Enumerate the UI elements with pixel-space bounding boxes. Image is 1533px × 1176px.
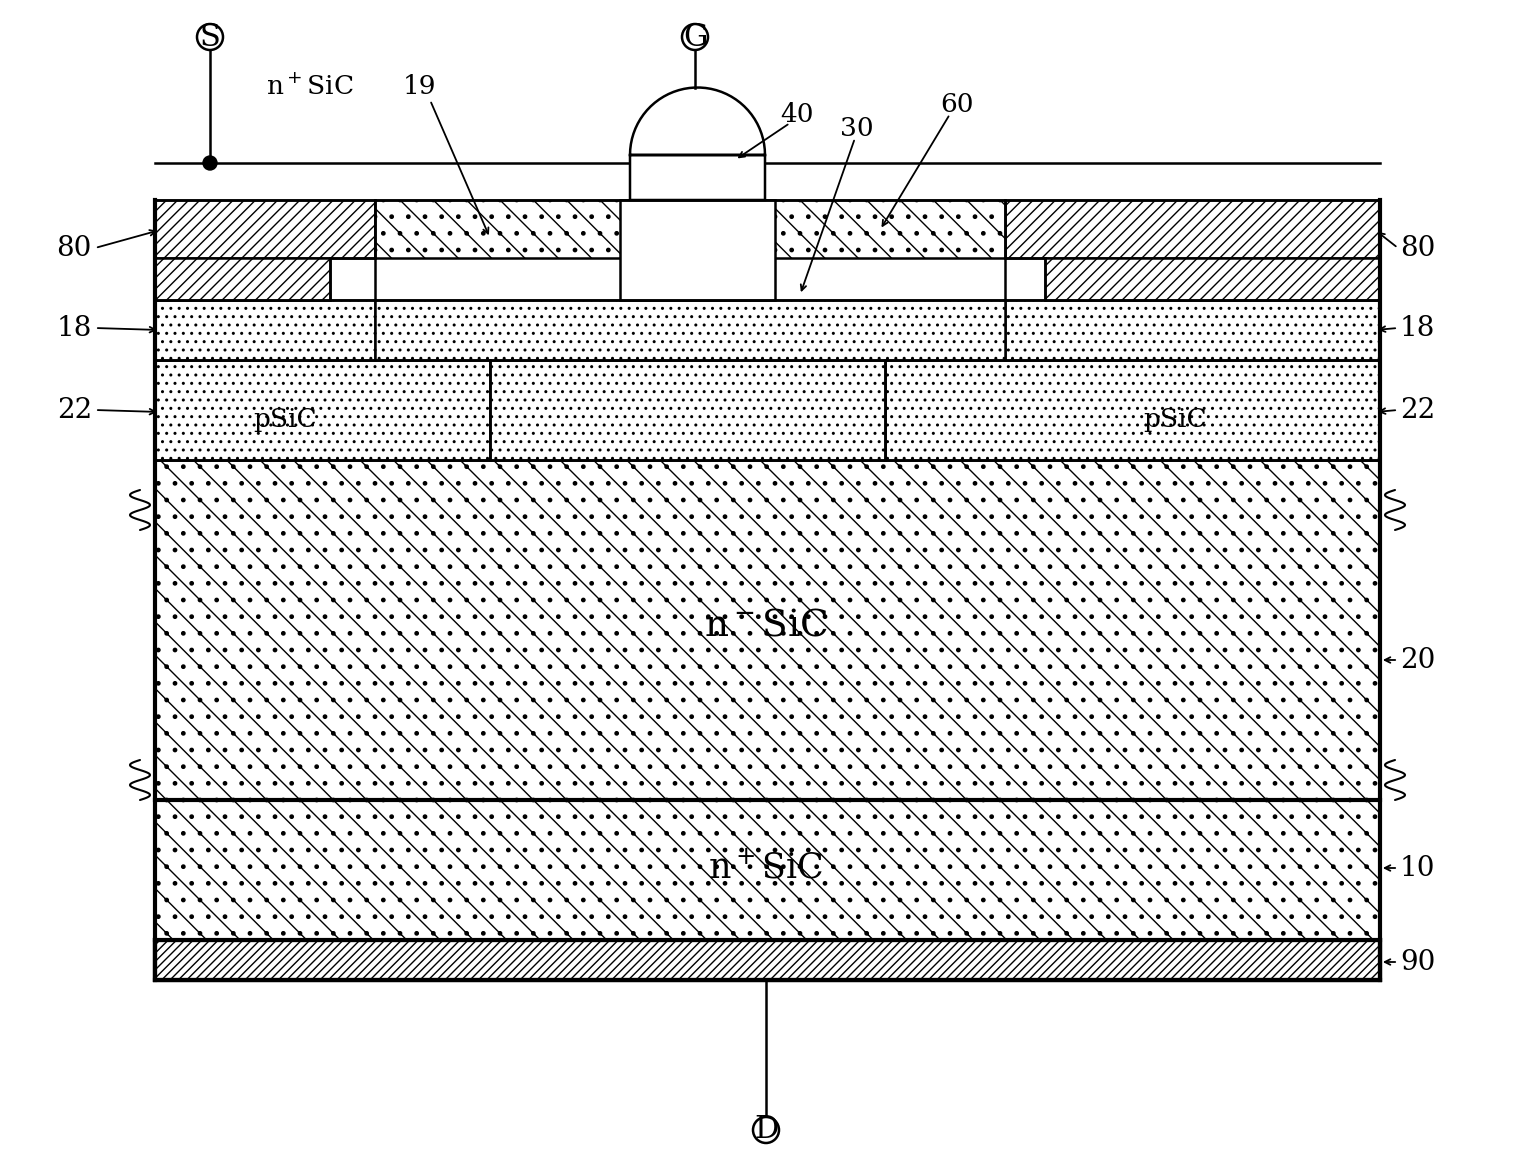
Text: 30: 30 — [840, 115, 874, 140]
Text: pSiC: pSiC — [253, 408, 317, 433]
Text: 22: 22 — [57, 396, 92, 423]
Text: G: G — [682, 21, 707, 53]
Circle shape — [198, 24, 222, 51]
Text: n$^-$SiC: n$^-$SiC — [704, 607, 828, 643]
Text: 19: 19 — [403, 74, 437, 100]
Polygon shape — [155, 940, 1380, 980]
Polygon shape — [1046, 258, 1380, 300]
Text: D: D — [754, 1115, 779, 1145]
Polygon shape — [885, 360, 1380, 460]
Text: 90: 90 — [1400, 949, 1435, 976]
Polygon shape — [1006, 300, 1380, 360]
Text: S: S — [199, 21, 221, 53]
Polygon shape — [619, 200, 776, 300]
Text: 20: 20 — [1400, 647, 1435, 674]
Polygon shape — [155, 258, 330, 300]
Text: pSiC: pSiC — [1144, 408, 1206, 433]
Polygon shape — [155, 200, 376, 258]
Polygon shape — [155, 800, 1380, 940]
Text: 80: 80 — [1400, 234, 1435, 261]
Text: n$^+$SiC: n$^+$SiC — [708, 850, 823, 886]
Text: 10: 10 — [1400, 855, 1435, 882]
Polygon shape — [376, 200, 1006, 258]
Polygon shape — [630, 87, 765, 200]
Text: 80: 80 — [57, 234, 92, 261]
Polygon shape — [155, 360, 491, 460]
Circle shape — [753, 1117, 779, 1143]
Circle shape — [202, 156, 218, 171]
Polygon shape — [155, 460, 1380, 800]
Text: n$^+$SiC: n$^+$SiC — [267, 74, 354, 100]
Polygon shape — [491, 360, 885, 460]
Polygon shape — [155, 940, 1380, 980]
Text: 40: 40 — [780, 102, 814, 127]
Polygon shape — [155, 300, 376, 360]
Circle shape — [682, 24, 708, 51]
Polygon shape — [155, 795, 1380, 940]
Text: 60: 60 — [940, 93, 973, 118]
Polygon shape — [1006, 200, 1380, 258]
Text: 22: 22 — [1400, 396, 1435, 423]
Text: 18: 18 — [57, 314, 92, 341]
Polygon shape — [376, 300, 1006, 360]
Polygon shape — [155, 455, 1380, 795]
Text: 18: 18 — [1400, 314, 1435, 341]
